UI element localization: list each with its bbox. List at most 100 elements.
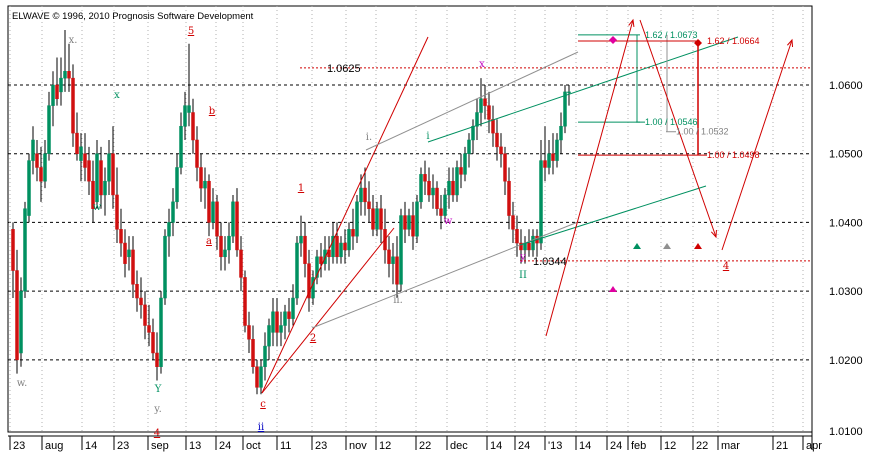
- candle-body: [23, 208, 27, 292]
- red-channel-upper: [261, 36, 429, 394]
- candle-body: [435, 187, 439, 209]
- candle-body: [483, 98, 487, 106]
- candle-body: [139, 297, 143, 306]
- candle-body: [55, 84, 59, 100]
- candle-body: [19, 290, 23, 354]
- candle-body: [131, 249, 135, 285]
- price-label: 1.0625: [327, 63, 361, 75]
- candle-body: [339, 242, 343, 258]
- candle-body: [443, 194, 447, 216]
- wave-label: y.: [153, 404, 162, 415]
- candle-body: [351, 229, 355, 237]
- wave-label: i.: [366, 132, 372, 143]
- candle-body: [475, 112, 479, 127]
- y-tick-label: 1.0400: [829, 217, 863, 229]
- wave-label: ii.: [393, 295, 403, 306]
- x-tick-label: 24: [219, 440, 231, 452]
- candle-body: [515, 229, 519, 244]
- candle-body: [87, 160, 91, 182]
- x-tick-label: 23: [117, 440, 129, 452]
- wave-label: II: [519, 270, 527, 281]
- x-tick-label: dec: [450, 440, 468, 452]
- candle-body: [367, 201, 371, 209]
- candle-body: [155, 352, 159, 367]
- candle-body: [507, 180, 511, 216]
- candle-body: [251, 338, 255, 367]
- candle-body: [371, 208, 375, 230]
- candle-body: [83, 153, 87, 168]
- candle-body: [271, 311, 275, 333]
- candle-body: [359, 187, 363, 203]
- candle-body: [67, 71, 71, 79]
- candle-body: [395, 256, 399, 285]
- candle-body: [455, 167, 459, 196]
- fib-label: 1.00 / 1.0546: [645, 117, 698, 127]
- candle-body: [223, 249, 227, 258]
- candle-body: [167, 222, 171, 237]
- candle-body: [439, 208, 443, 216]
- candle-body: [267, 325, 271, 347]
- candle-body: [35, 153, 39, 168]
- candle-body: [71, 77, 75, 134]
- x-tick-label: '13: [548, 440, 562, 452]
- candle-body: [235, 201, 239, 251]
- candle-body: [127, 249, 131, 258]
- wave-label: 2: [310, 333, 316, 344]
- wave-label: i: [426, 131, 429, 142]
- diamond-marker: [609, 36, 617, 44]
- candle-body: [115, 194, 119, 230]
- candle-body: [423, 174, 427, 182]
- candle-body: [531, 235, 535, 251]
- candle-body: [123, 242, 127, 264]
- candle-body: [27, 160, 31, 216]
- candle-body: [343, 242, 347, 251]
- wave-label: 4: [154, 428, 160, 439]
- candle-body: [263, 345, 267, 367]
- wave-overlays: [261, 18, 812, 394]
- candle-body: [147, 325, 151, 333]
- triangle-marker: [694, 243, 702, 249]
- candle-body: [563, 91, 567, 127]
- candle-body: [303, 235, 307, 264]
- candle-body: [407, 215, 411, 230]
- candle-body: [99, 160, 103, 196]
- candle-body: [239, 249, 243, 278]
- candle-body: [207, 180, 211, 223]
- x-tick-label: 22: [696, 440, 708, 452]
- y-tick-label: 1.0500: [829, 149, 863, 161]
- candle-body: [347, 229, 351, 251]
- candle-body: [107, 153, 111, 182]
- candle-body: [527, 242, 531, 251]
- candle-body: [355, 201, 359, 237]
- candle-body: [451, 180, 455, 196]
- wave-label: w.: [17, 378, 28, 389]
- candle-body: [403, 215, 407, 230]
- x-tick-label: 14: [490, 440, 502, 452]
- candle-body: [79, 146, 83, 161]
- x-tick-label: 24: [518, 440, 530, 452]
- x-tick-label: nov: [349, 440, 367, 452]
- candle-body: [171, 201, 175, 223]
- wave-label: a: [206, 236, 212, 247]
- fib-label: 1.00 / 1.0498: [707, 150, 760, 160]
- candle-body: [119, 229, 123, 244]
- fib-label: 1.62 / 1.0673: [645, 30, 698, 40]
- candle-body: [415, 201, 419, 237]
- arrowhead: [710, 229, 717, 239]
- candle-body: [307, 263, 311, 299]
- candle-body: [463, 153, 467, 175]
- x-tick-label: 14: [85, 440, 97, 452]
- candle-body: [411, 215, 415, 237]
- candle-body: [363, 187, 367, 203]
- candle-body: [495, 132, 499, 148]
- triangle-marker: [633, 243, 641, 249]
- candle-body: [159, 297, 163, 367]
- candle-body: [51, 84, 55, 106]
- candle-body: [11, 229, 15, 271]
- candle-body: [467, 139, 471, 154]
- fib-label: 1.00 / 1.0532: [676, 127, 729, 137]
- candle-body: [319, 256, 323, 264]
- candle-body: [75, 132, 79, 154]
- x-tick-label: aug: [45, 440, 63, 452]
